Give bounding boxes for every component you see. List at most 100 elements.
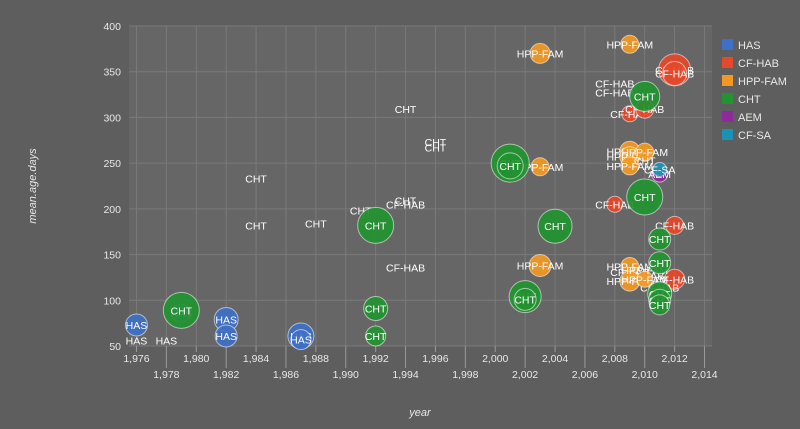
- cht-bubble-label: CHT: [425, 143, 447, 155]
- cht-bubble-label: CHT: [649, 258, 671, 270]
- x-tick-label: 1,988: [303, 353, 329, 365]
- cf-hab-bubble: [665, 215, 685, 235]
- hpp-fam-bubble: [529, 42, 551, 64]
- legend-swatch-cf-sa: [722, 129, 733, 140]
- hpp-fam-bubble: [528, 254, 552, 278]
- x-tick-label: 2,004: [542, 353, 568, 365]
- hpp-fam-bubble: [636, 270, 654, 288]
- cht-bubble-label: CHT: [365, 304, 387, 316]
- cht-bubble: [162, 291, 200, 329]
- x-tick-label: 1,998: [452, 369, 478, 381]
- legend-label-cf-sa: CF-SA: [738, 130, 772, 142]
- y-axis-ticks: 50 100 150 200 250 300 350 400: [103, 21, 121, 353]
- has-bubble-label: HAS: [126, 320, 148, 332]
- x-tick-label: 1,978: [153, 369, 179, 381]
- legend-swatch-cht: [722, 93, 733, 104]
- legend-swatch-has: [722, 39, 733, 50]
- cht-bubble-label: CHT: [395, 196, 417, 208]
- cht-bubble: [357, 206, 395, 244]
- x-tick-label: 2,000: [482, 353, 508, 365]
- cht-bubble: [496, 152, 524, 180]
- cf-hab-bubble: [662, 61, 688, 87]
- hpp-fam-bubble: [620, 34, 640, 54]
- y-tick-label: 150: [103, 250, 121, 262]
- y-tick-label: 100: [103, 295, 121, 307]
- has-bubble-label: HAS: [126, 336, 148, 348]
- cf-hab-bubble-label: CF-HAB: [595, 79, 634, 91]
- hpp-fam-bubble-label: HPP-FAM: [606, 261, 653, 273]
- hpp-fam-bubble: [530, 157, 550, 177]
- cht-bubble: [649, 294, 671, 316]
- x-tick-label: 1,994: [392, 369, 418, 381]
- cht-bubble: [513, 287, 537, 311]
- x-tick-label: 1,982: [213, 369, 239, 381]
- x-axis-title: year: [408, 407, 432, 419]
- cht-bubble: [537, 208, 573, 244]
- cf-hab-bubble-label: CF-HAB: [386, 262, 425, 274]
- cht-bubble-label: CHT: [305, 218, 327, 230]
- x-tick-label: 2,014: [691, 369, 717, 381]
- y-axis-title: mean.age.days: [27, 148, 39, 224]
- cht-bubble-label: CHT: [395, 104, 417, 116]
- legend: HAS CF-HAB HPP-FAM CHT AEM CF-SA: [722, 39, 787, 142]
- cht-bubble-label: CHT: [171, 305, 193, 317]
- legend-swatch-hpp-fam: [722, 75, 733, 86]
- x-tick-label: 1,996: [422, 353, 448, 365]
- cht-bubble: [363, 296, 389, 322]
- cht-bubble-label: CHT: [544, 221, 566, 233]
- cht-bubble-label: CHT: [499, 161, 521, 173]
- has-bubble-label: HAS: [215, 331, 237, 343]
- x-tick-label: 1,986: [273, 369, 299, 381]
- has-bubble-label: HAS: [215, 314, 237, 326]
- legend-label-cf-hab: CF-HAB: [738, 58, 779, 70]
- cht-bubble-label: CHT: [634, 155, 656, 167]
- legend-label-has: HAS: [738, 40, 761, 52]
- y-tick-label: 300: [103, 112, 121, 124]
- legend-swatch-cf-hab: [722, 57, 733, 68]
- hpp-fam-bubble: [620, 156, 640, 176]
- hpp-fam-bubble: [635, 142, 655, 162]
- cht-bubble-label: CHT: [649, 300, 671, 312]
- has-bubble-label: HAS: [290, 335, 312, 347]
- y-tick-label: 250: [103, 158, 121, 170]
- hpp-fam-bubble-label: HPP-FAM: [606, 39, 653, 51]
- x-tick-label: 2,012: [661, 353, 687, 365]
- bubbles: HASHASHASHASHASHASHASHASCF-HABCF-HABCF-H…: [124, 34, 694, 351]
- cht-bubble-label: CHT: [365, 220, 387, 232]
- cf-hab-bubble: [664, 268, 686, 290]
- cht-bubble: [629, 80, 661, 112]
- plot-area: [129, 26, 712, 346]
- y-tick-label: 400: [103, 21, 121, 33]
- legend-label-aem: AEM: [738, 112, 762, 124]
- cht-bubble-label: CHT: [634, 91, 656, 103]
- cht-bubble-label: CHT: [649, 234, 671, 246]
- hpp-fam-bubble-label: HPP-FAM: [621, 147, 668, 159]
- hpp-fam-bubble-label: HPP-FAM: [606, 161, 653, 173]
- cht-bubble: [626, 178, 664, 216]
- cht-bubble-label: CHT: [514, 294, 536, 306]
- cf-hab-bubble-label: CF-HAB: [386, 199, 425, 211]
- cf-hab-bubble-label: CF-HAB: [655, 69, 694, 81]
- x-tick-label: 2,008: [602, 353, 628, 365]
- hpp-fam-bubble-label: HPP-FAM: [517, 261, 564, 273]
- x-tick-label: 1,984: [243, 353, 269, 365]
- has-bubble-label: HAS: [156, 336, 178, 348]
- cf-hab-bubble: [606, 195, 624, 213]
- cht-bubble-label: CHT: [634, 192, 656, 204]
- has-bubble: [124, 313, 148, 337]
- legend-swatch-aem: [722, 111, 733, 122]
- hpp-fam-bubble-label: HPP-FAM: [517, 48, 564, 60]
- legend-label-cht: CHT: [738, 94, 761, 106]
- y-tick-label: 50: [109, 341, 121, 353]
- x-tick-label: 1,990: [333, 369, 359, 381]
- cht-bubble: [365, 325, 387, 347]
- cf-hab-bubble-label: CF-HAB: [595, 199, 634, 211]
- cht-bubble-label: CHT: [245, 220, 267, 232]
- cf-hab-bubble-label: CF-HAB: [595, 88, 634, 100]
- x-tick-label: 1,980: [183, 353, 209, 365]
- legend-label-hpp-fam: HPP-FAM: [738, 76, 787, 88]
- has-bubble: [290, 329, 312, 351]
- cht-bubble: [648, 251, 672, 275]
- x-tick-label: 2,002: [512, 369, 538, 381]
